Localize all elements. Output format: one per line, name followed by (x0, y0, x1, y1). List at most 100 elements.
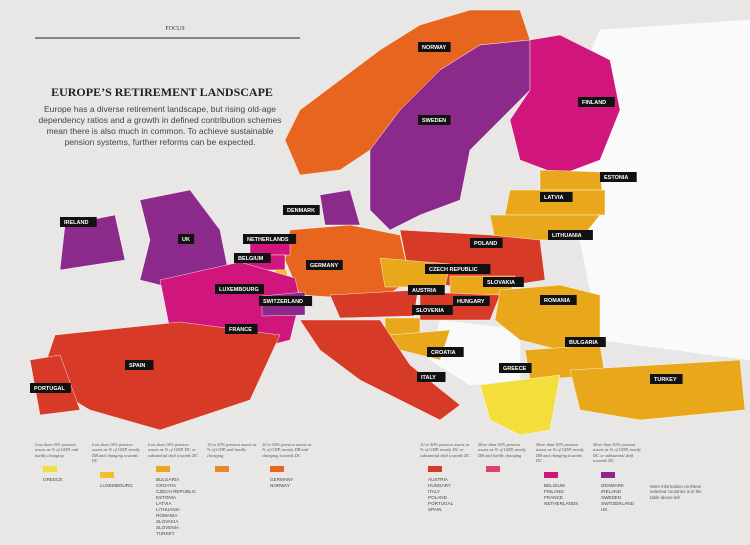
country-label: LUXEMBOURG (219, 287, 259, 293)
label-box (412, 305, 453, 315)
legend-item: FRANCE (544, 494, 563, 500)
latvia (504, 189, 606, 216)
legend-item: SWEDEN (601, 494, 622, 500)
label-box (408, 285, 445, 295)
intro-line: pension systems, further reforms can be … (65, 137, 256, 147)
legend-text: Less than 10% pension assets as % of GDP… (92, 442, 140, 464)
legend-text: Less than 10% pension assets as % of GDP… (148, 442, 199, 458)
legend-text: 10 to 50% pension assets as % of GDP, mo… (420, 442, 471, 458)
legend-column: Less than 10% pension assets as % of GDP… (148, 442, 200, 537)
label-box (470, 238, 503, 248)
countries (29, 9, 750, 436)
turkey (569, 359, 746, 421)
country-label: SPAIN (129, 363, 145, 369)
legend-item: BELGIUM (544, 482, 565, 488)
legend-swatch (270, 466, 284, 473)
legend-item: SLOVENIA (156, 525, 179, 531)
section-label: FOCUS (165, 26, 184, 32)
intro-line: dependency ratios and a growth in define… (39, 115, 282, 125)
country-label: GREECE (503, 366, 527, 372)
legend-item: TURKEY (156, 531, 175, 537)
legend-item: POLAND (428, 495, 447, 501)
sweden (369, 39, 531, 231)
legend-column: Less than 10% pension assets as % of GDP… (35, 442, 87, 483)
legend-column: 10 to 50% pension assets as % of GDP, mo… (262, 442, 314, 489)
legend-item: CZECH REPUBLIC (156, 489, 197, 495)
country-label: FINLAND (582, 100, 606, 106)
country-label: DENMARK (287, 208, 315, 214)
intro-line: mean there is also much in common. To ac… (46, 126, 273, 136)
legend-swatch (601, 471, 615, 478)
legend-item: NETHERLANDS (544, 500, 579, 506)
label-box (259, 296, 313, 306)
legend-column: 10 to 50% pension assets as % of GDP, mo… (420, 442, 472, 513)
country-label: ESTONIA (604, 175, 628, 181)
label-box (234, 253, 271, 263)
legend-item: CROATIA (156, 483, 177, 489)
country-label: SLOVENIA (416, 308, 444, 314)
label-box (540, 192, 573, 202)
legend-item: SWITZERLAND (601, 500, 634, 506)
country-label: LATVIA (544, 195, 563, 201)
label-box (600, 172, 637, 182)
legend-text: More than 50% pension assets as % of GDP… (536, 442, 584, 464)
country-label: PORTUGAL (34, 386, 66, 392)
legend-item: DENMARK (601, 482, 624, 488)
legend-swatch (43, 466, 57, 473)
country-label: UK (182, 237, 190, 243)
italy (299, 319, 461, 421)
label-box (483, 277, 524, 287)
label-box (565, 337, 606, 347)
finland (509, 34, 621, 176)
label-box (125, 360, 154, 370)
label-box (548, 230, 593, 240)
legend-text: Less than 10% pension assets as % of GDP… (35, 442, 79, 458)
country-label: FRANCE (229, 327, 252, 333)
label-box (60, 217, 97, 227)
intro: Europe has a diverse retirement landscap… (39, 104, 282, 147)
country-label: BELGIUM (238, 256, 264, 262)
legend-column: More than 50% pension assets as % of GDP… (478, 442, 530, 477)
legend-item: ITALY (428, 489, 441, 495)
country-label: NETHERLANDS (247, 237, 289, 243)
label-box (306, 260, 343, 270)
legend-swatch (215, 466, 229, 473)
legend-item: ROMANIA (156, 513, 178, 519)
label-box (417, 372, 446, 382)
legend-item: BULGARIA (156, 477, 180, 483)
country-label: ITALY (421, 375, 436, 381)
legend-item: SPAIN (428, 507, 442, 513)
legend-item: GREECE (43, 477, 63, 483)
legend-text: More than 50% pension assets as % of GDP… (593, 442, 641, 464)
label-box (540, 295, 577, 305)
legend-item: LUXEMBOURG (100, 482, 133, 488)
intro-line: Europe has a diverse retirement landscap… (44, 104, 276, 114)
label-box (215, 284, 264, 294)
legend-swatch (486, 466, 500, 473)
legend-item: IRELAND (601, 488, 621, 494)
estonia (539, 169, 603, 191)
country-label: LITHUANIA (552, 233, 582, 239)
legend-item: SLOVAKIA (156, 519, 179, 525)
country-label: NORWAY (422, 45, 446, 51)
country-label: ROMANIA (544, 298, 570, 304)
legend-item: NORWAY (270, 483, 291, 489)
footnote: More information on these selected count… (650, 484, 702, 500)
label-box (650, 374, 683, 384)
germany (284, 224, 411, 301)
spain (39, 321, 281, 431)
legend-column: Less than 10% pension assets as % of GDP… (92, 442, 144, 489)
label-box (283, 205, 320, 215)
title: EUROPE’S RETIREMENT LANDSCAPE (51, 85, 273, 99)
country-label: SWITZERLAND (263, 299, 303, 305)
legend-item: PORTUGAL (428, 501, 454, 507)
legend-item: GERMANY (270, 477, 294, 483)
map-labels: NORWAY SWEDEN FINLAND ESTONIA LATVIA LITHUANI… (30, 42, 683, 393)
legend-swatch (156, 466, 170, 473)
country-label: TURKEY (654, 377, 677, 383)
label-box (30, 383, 71, 393)
label-box (418, 115, 451, 125)
legend-text: 10 to 50% pension assets as % of GDP, mo… (262, 442, 312, 458)
legend-item: ESTONIA (156, 495, 177, 501)
